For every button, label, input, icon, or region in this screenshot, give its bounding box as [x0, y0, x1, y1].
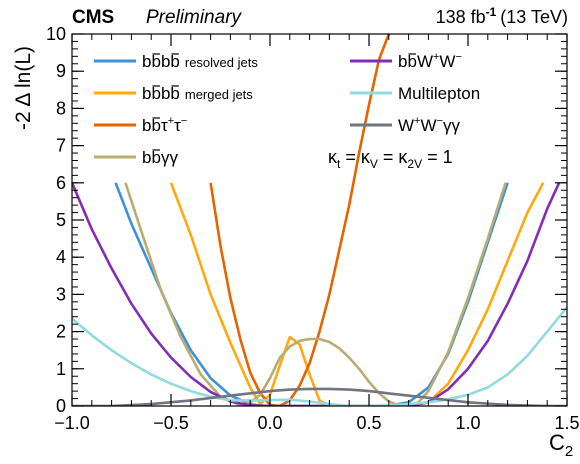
- legend-suffix-resolved: resolved jets: [185, 55, 258, 70]
- y-tick-label: 5: [56, 210, 66, 230]
- kappa-annotation: κt = κV = κ2V = 1: [328, 147, 453, 171]
- legend-suffix-merged: merged jets: [185, 87, 253, 102]
- series-line-6: [72, 387, 567, 406]
- y-tick-label: 2: [56, 322, 66, 342]
- lumi-exponent: -1: [486, 5, 497, 19]
- x-tick-label: 1.5: [554, 413, 579, 433]
- legend-label-resolved: bbbb resolved jets: [142, 52, 258, 71]
- y-tick-label: 0: [56, 396, 66, 416]
- ticks-layer: −1.0 −0.5 0.0 0.5 1.0 1.5 0 1 2 3 4 5 6 7 8 9 10: [46, 24, 580, 433]
- status-label: Preliminary: [146, 7, 243, 28]
- y-axis-title: -2 Δ ln(L): [12, 46, 35, 130]
- series-line-0: [114, 182, 509, 406]
- lumi-value: 138 fb: [436, 7, 486, 27]
- legend-label-merged: bbbb merged jets: [142, 84, 253, 103]
- series-line-3: [124, 182, 507, 406]
- energy-label: (13 TeV): [500, 7, 568, 27]
- lumi-label: 138 fb-1 (13 TeV): [436, 5, 568, 27]
- curves-layer: [72, 34, 567, 406]
- x-tick-label: −1.0: [54, 413, 90, 433]
- y-tick-label: 3: [56, 284, 66, 304]
- legend-label-gamgam: bbγγ: [142, 148, 178, 167]
- x-axis-title-sub: 2: [565, 443, 573, 460]
- y-tick-label: 4: [56, 247, 66, 267]
- legend-label-tautau: bbτ+τ−: [142, 115, 187, 135]
- x-tick-label: 0.0: [257, 413, 282, 433]
- experiment-label: CMS: [72, 7, 114, 28]
- x-tick-label: 1.0: [455, 413, 480, 433]
- x-axis-title: C2: [549, 430, 573, 460]
- y-tick-label: 8: [56, 98, 66, 118]
- series-line-5: [72, 306, 567, 406]
- y-tick-label: 1: [56, 359, 66, 379]
- legend: bbbb resolved jets bbbb merged jets bbτ+τ−…: [94, 51, 480, 167]
- legend-label-wwgg: W+W−γγ: [398, 115, 460, 135]
- y-tick-label: 7: [56, 136, 66, 156]
- series-line-1: [169, 182, 545, 406]
- x-tick-label: −0.5: [153, 413, 189, 433]
- series-line-4: [72, 182, 561, 406]
- x-tick-label: 0.5: [356, 413, 381, 433]
- y-tick-label: 10: [46, 24, 66, 44]
- plot-frame: [71, 33, 568, 407]
- legend-label-ww: bbW+W−: [398, 51, 462, 71]
- y-tick-label: 6: [56, 173, 66, 193]
- x-axis-title-main: C: [549, 430, 565, 455]
- y-tick-label: 9: [56, 61, 66, 81]
- legend-label-multilepton: Multilepton: [398, 84, 480, 103]
- series-line-2: [209, 34, 391, 406]
